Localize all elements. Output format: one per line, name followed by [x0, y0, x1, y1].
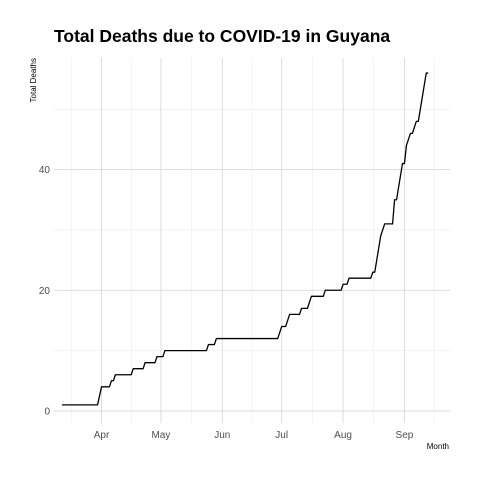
x-tick-label: May: [151, 430, 170, 441]
x-tick-label: Aug: [334, 430, 352, 441]
y-axis-label: Total Deaths: [29, 58, 38, 102]
y-tick-label: 40: [39, 165, 51, 176]
series-line: [61, 72, 429, 406]
y-tick-label: 20: [39, 286, 51, 297]
x-tick-label: Jul: [275, 430, 288, 441]
x-tick-label: Jun: [214, 430, 230, 441]
chart-title: Total Deaths due to COVID-19 in Guyana: [54, 26, 391, 46]
x-axis-label: Month: [427, 442, 449, 451]
x-tick-label: Sep: [396, 430, 414, 441]
x-tick-label: Apr: [94, 430, 110, 441]
y-tick-label: 0: [44, 406, 50, 417]
